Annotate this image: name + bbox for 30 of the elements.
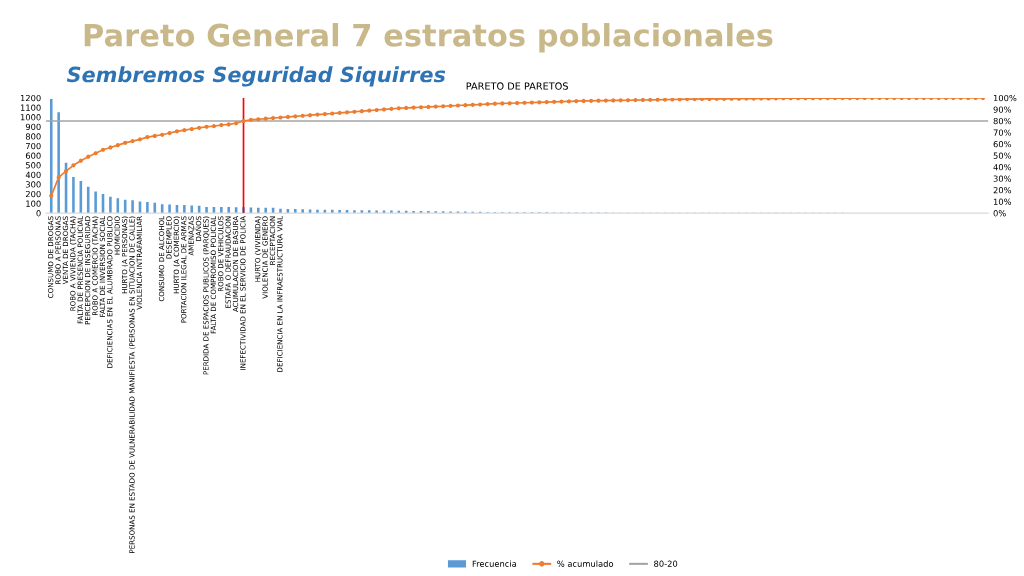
y-tick-label: 600 <box>25 152 41 159</box>
chart-subtitle: Sembremos Seguridad Siquirres <box>66 66 446 87</box>
y2-tick-label: 40% <box>993 164 1012 171</box>
y-tick-label: 1200 <box>20 94 41 102</box>
y-tick-label: 0 <box>36 210 41 217</box>
y2-tick-label: 10% <box>993 198 1012 205</box>
y-tick-label: 100 <box>26 200 41 207</box>
y2-tick-label: 20% <box>993 187 1012 194</box>
y-tick-label: 300 <box>25 181 41 188</box>
y-tick-label: 1000 <box>20 114 41 121</box>
y2-tick-label: 0% <box>993 210 1006 217</box>
y2-tick-label: 80% <box>993 117 1012 125</box>
y2-tick-label: 50% <box>993 152 1012 159</box>
y-tick-label: 800 <box>25 133 41 140</box>
y-tick-label: 500 <box>25 162 41 169</box>
y-tick-label: 200 <box>25 190 41 198</box>
y2-tick-label: 60% <box>993 140 1012 148</box>
y2-tick-label: 30% <box>993 175 1012 182</box>
y-tick-label: 900 <box>25 123 41 130</box>
legend-label: 80-20 <box>654 560 678 567</box>
chart-title: Pareto General 7 estratos poblacionales <box>84 23 773 53</box>
y2-tick-label: 70% <box>993 129 1012 136</box>
legend-label: % acumulado <box>557 560 614 567</box>
legend-label: Frecuencia <box>472 560 517 567</box>
text: PARETO DE PARETOS <box>466 82 568 90</box>
y2-tick-label: 90% <box>993 106 1012 113</box>
y-tick-label: 1100 <box>20 104 41 111</box>
y2-tick-label: 100% <box>993 94 1017 102</box>
y-tick-label: 700 <box>26 142 41 150</box>
y-tick-label: 400 <box>25 171 41 178</box>
